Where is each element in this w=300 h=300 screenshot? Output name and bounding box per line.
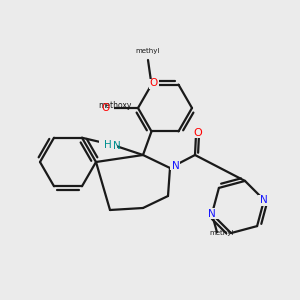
Text: O: O [102,103,110,113]
Text: N: N [113,141,121,151]
Text: methyl: methyl [136,48,160,54]
Text: N: N [208,209,216,219]
Bar [258,194,272,206]
Bar [170,160,180,170]
Text: N: N [260,195,268,205]
Text: methoxy: methoxy [98,101,131,110]
Bar [99,140,117,150]
Bar [148,79,158,88]
Text: O: O [149,78,158,88]
Text: methyl: methyl [210,230,234,236]
Bar [193,128,203,138]
Text: H: H [104,140,112,150]
Text: O: O [194,128,202,138]
Text: N: N [172,161,180,171]
Bar [100,103,114,113]
Bar [206,208,220,220]
